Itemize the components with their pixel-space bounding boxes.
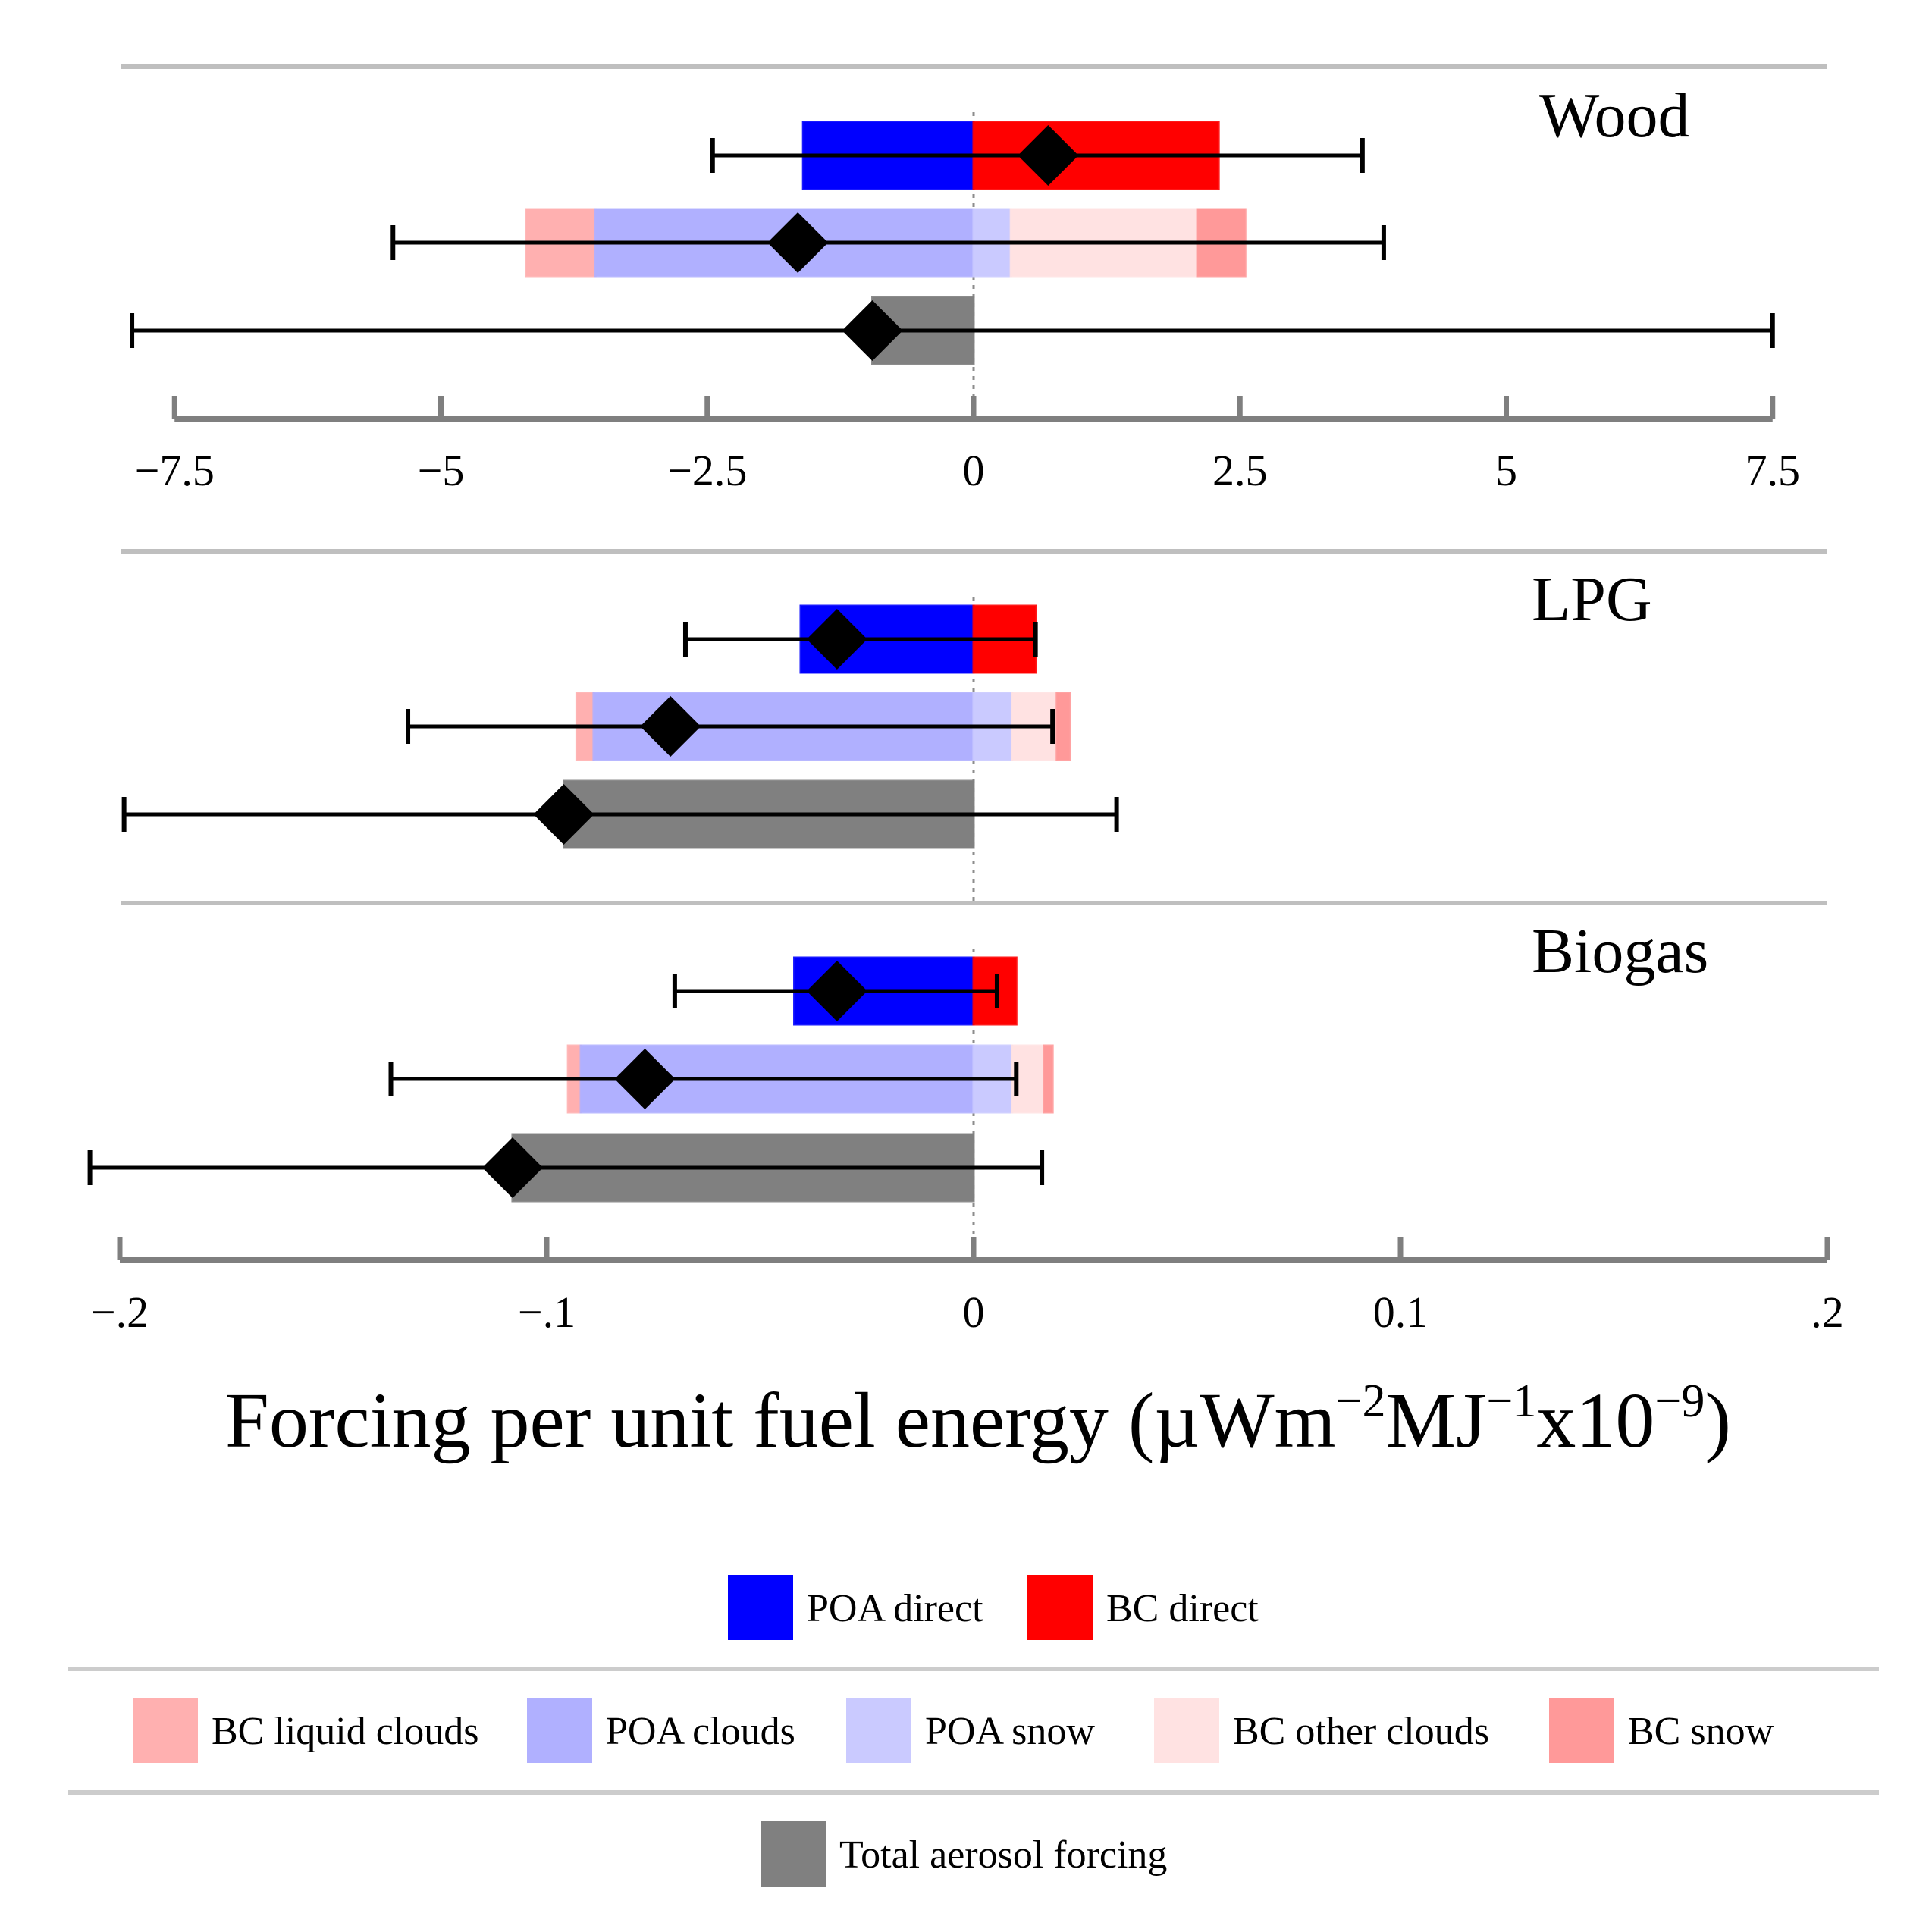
x-tick-label-wood-0: −7.5: [135, 446, 215, 495]
x-axis-title: Forcing per unit fuel energy (µWm−2MJ−1x…: [225, 1375, 1731, 1464]
x-tick-label-biogas-1: −.1: [518, 1287, 576, 1337]
x-axes: −7.5 −5 −2.5 0 2.5 5 7.5 −.2 −.1 0 0.1 .2: [91, 396, 1844, 1337]
x-tick-label-wood-5: 5: [1495, 446, 1517, 495]
legend-swatch-bc-direct: [1027, 1575, 1093, 1640]
legend-label-bc-direct: BC direct: [1106, 1587, 1259, 1630]
legend-label-poa-snow: POA snow: [925, 1710, 1095, 1753]
x-tick-label-biogas-2: 0: [963, 1287, 985, 1337]
legend-swatch-bc-other-clouds: [1154, 1698, 1219, 1763]
legend-swatch-poa-snow: [846, 1698, 911, 1763]
legend-label-poa-clouds: POA clouds: [606, 1710, 795, 1753]
x-tick-label-biogas-4: .2: [1811, 1287, 1844, 1337]
legend-swatch-bc-snow: [1549, 1698, 1614, 1763]
estimate-diamond-biogas-direct: [806, 961, 867, 1021]
panel-title-biogas: Biogas: [1532, 916, 1708, 986]
estimate-diamond-biogas-total: [481, 1137, 543, 1198]
estimate-diamond-biogas-indirect: [614, 1049, 676, 1109]
x-tick-label-wood-6: 7.5: [1745, 446, 1801, 495]
legend-label-poa-direct: POA direct: [807, 1587, 983, 1630]
x-tick-label-wood-3: 0: [963, 446, 985, 495]
x-tick-label-biogas-0: −.2: [91, 1287, 149, 1337]
legend-swatch-total-aerosol-forcing: [761, 1821, 826, 1887]
estimate-diamond-lpg-total: [533, 784, 594, 845]
estimate-diamond-wood-total: [842, 300, 903, 361]
estimate-diamond-lpg-indirect: [640, 696, 701, 757]
x-tick-label-wood-2: −2.5: [667, 446, 747, 495]
x-tick-label-wood-1: −5: [418, 446, 465, 495]
estimate-diamond-wood-indirect: [767, 212, 829, 273]
bar-segments: [511, 121, 1247, 1203]
x-tick-label-biogas-3: 0.1: [1373, 1287, 1429, 1337]
bar-biogas-indirect-bc-other-clouds: [1011, 1044, 1046, 1114]
estimate-diamond-wood-direct: [1018, 125, 1079, 186]
legend: POA direct BC direct BC liquid clouds POA c…: [68, 1575, 1879, 1887]
legend-label-bc-liquid-clouds: BC liquid clouds: [212, 1710, 478, 1753]
bar-biogas-indirect-bc-snow: [1043, 1044, 1054, 1114]
estimate-diamond-lpg-direct: [806, 609, 867, 670]
legend-label-bc-snow: BC snow: [1628, 1710, 1774, 1753]
x-tick-label-wood-4: 2.5: [1212, 446, 1268, 495]
legend-label-bc-other-clouds: BC other clouds: [1233, 1710, 1489, 1753]
legend-label-total-aerosol-forcing: Total aerosol forcing: [839, 1833, 1167, 1877]
legend-swatch-bc-liquid-clouds: [133, 1698, 198, 1763]
legend-swatch-poa-clouds: [527, 1698, 592, 1763]
panel-titles: Wood LPG Biogas: [1532, 80, 1708, 986]
legend-swatch-poa-direct: [728, 1575, 793, 1640]
bar-lpg-indirect-bc-snow: [1055, 692, 1071, 761]
panel-title-wood: Wood: [1539, 80, 1690, 151]
panel-title-lpg: LPG: [1532, 564, 1652, 635]
error-bars: [87, 125, 1775, 1198]
panel-separators: [121, 64, 1827, 905]
